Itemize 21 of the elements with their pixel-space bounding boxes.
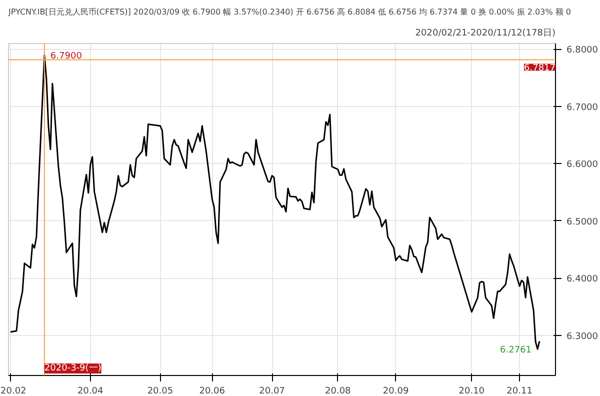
annotation: 6.2761 [500, 346, 532, 356]
chart-subtitle: 2020/02/21-2020/11/12(178日) [415, 28, 556, 38]
x-tick-label: 20.08 [325, 386, 352, 396]
x-tick-label: 20.10 [458, 386, 485, 396]
y-tick-label: 6.6000 [566, 160, 598, 170]
x-tick-label: 20.11 [506, 386, 532, 396]
x-tick-label: 20.09 [382, 386, 409, 396]
chart-title: JPYCNY.IB[日元兑人民币(CFETS)] 2020/03/09 收 6.7900 幅 3.57%(0.2340) 开 6.6756 高 6.8084 低 6.6756 均 6.7374 量 0 换 0.00% 振 2.03% 额 0 [8, 8, 572, 16]
annotation: 6.7900 [50, 51, 82, 62]
x-tick-label: 20.05 [147, 386, 174, 396]
y-tick-label: 6.3000 [566, 332, 598, 342]
x-tick-label: 20.04 [77, 386, 104, 396]
y-tick-label: 6.8000 [566, 46, 598, 56]
x-tick-label: 20.02 [0, 386, 26, 396]
ref-line-label: 6.7817 [524, 64, 556, 74]
y-tick-label: 6.4000 [566, 274, 598, 285]
ref-line-label: 2020-3-9(一) [44, 364, 102, 374]
x-tick-label: 20.06 [199, 386, 226, 396]
y-tick-label: 6.7000 [566, 102, 598, 113]
y-tick-label: 6.5000 [566, 217, 598, 228]
x-tick-label: 20.07 [259, 386, 285, 396]
